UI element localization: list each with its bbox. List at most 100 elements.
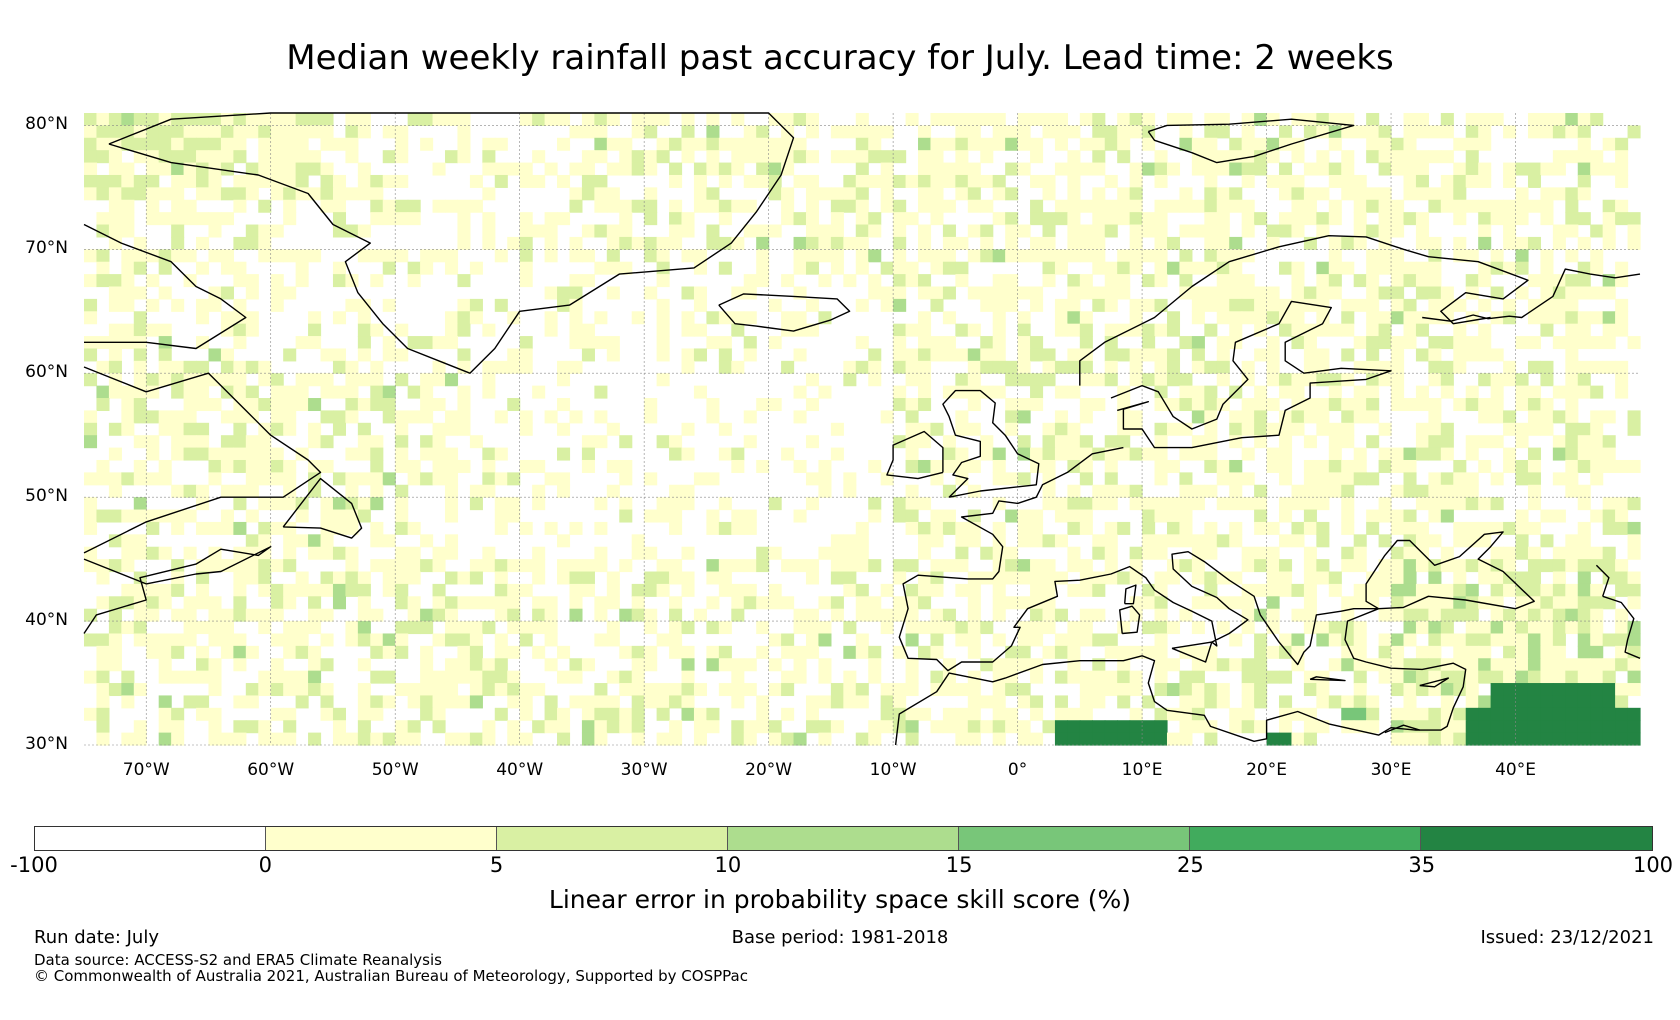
skill-cell <box>893 360 907 374</box>
skill-cell <box>1067 249 1081 263</box>
skill-cell <box>1415 212 1429 226</box>
skill-cell <box>84 435 98 449</box>
skill-cell <box>594 683 608 697</box>
skill-cell <box>1503 212 1517 226</box>
skill-cell <box>1540 212 1554 226</box>
skill-cell <box>967 199 981 213</box>
skill-cell <box>1092 484 1106 498</box>
skill-cell <box>1428 274 1442 288</box>
skill-cell <box>868 137 882 151</box>
coastline <box>1309 676 1346 682</box>
skill-cell <box>320 199 334 213</box>
skill-cell <box>930 534 944 548</box>
skill-cell <box>1590 385 1604 399</box>
skill-cell <box>1527 447 1542 461</box>
skill-cell <box>805 150 820 164</box>
skill-cell <box>1577 187 1591 201</box>
skill-cell <box>444 373 459 387</box>
skill-cell <box>183 373 197 387</box>
skill-cell <box>1552 633 1566 647</box>
skill-cell <box>1503 695 1517 709</box>
skill-cell <box>1577 546 1591 560</box>
skill-cell <box>258 125 272 139</box>
skill-cell <box>370 398 384 412</box>
skill-cell <box>407 546 421 560</box>
skill-cell <box>631 608 645 622</box>
skill-cell <box>1540 608 1554 622</box>
skill-cell <box>693 249 707 263</box>
skill-cell <box>494 521 508 535</box>
skill-cell <box>1191 695 1205 709</box>
skill-cell <box>158 583 172 597</box>
skill-cell <box>1303 212 1317 226</box>
skill-cell <box>1602 695 1616 709</box>
skill-cell <box>133 608 147 622</box>
skill-cell <box>942 720 956 734</box>
skill-cell <box>1403 125 1417 139</box>
skill-cell <box>1054 707 1068 721</box>
skill-cell <box>183 546 197 560</box>
skill-cell <box>918 521 932 535</box>
skill-cell <box>918 236 932 250</box>
coastline <box>83 366 322 554</box>
skill-cell <box>1515 212 1529 226</box>
skill-cell <box>1552 546 1566 560</box>
skill-cell <box>108 422 122 436</box>
skill-cell <box>1266 224 1280 238</box>
skill-cell <box>1142 645 1156 659</box>
skill-cell <box>855 212 869 226</box>
skill-cell <box>731 559 745 573</box>
skill-cell <box>357 435 371 449</box>
skill-cell <box>1527 336 1542 350</box>
skill-cell <box>1478 398 1492 412</box>
skill-cell <box>1577 583 1591 597</box>
skill-cell <box>1503 298 1517 312</box>
skill-cell <box>793 311 807 325</box>
skill-cell <box>1254 670 1268 684</box>
skill-cell <box>1142 695 1156 709</box>
skill-cell <box>731 732 745 746</box>
skill-cell <box>1179 521 1193 535</box>
skill-cell <box>444 447 459 461</box>
skill-cell <box>1577 150 1591 164</box>
skill-cell <box>1067 174 1081 188</box>
skill-cell <box>1279 633 1293 647</box>
skill-cell <box>507 683 521 697</box>
skill-cell <box>1490 410 1504 424</box>
skill-cell <box>606 707 620 721</box>
skill-cell <box>1503 459 1517 473</box>
skill-cell <box>1465 174 1479 188</box>
skill-cell <box>121 174 135 188</box>
skill-cell <box>1067 286 1081 300</box>
skill-cell <box>1092 298 1106 312</box>
skill-cell <box>743 683 757 697</box>
skill-cell <box>1602 509 1616 523</box>
skill-cell <box>357 336 371 350</box>
skill-cell <box>245 484 259 498</box>
skill-cell <box>644 199 658 213</box>
skill-cell <box>1328 286 1342 300</box>
skill-cell <box>1303 435 1317 449</box>
skill-cell <box>1577 435 1591 449</box>
skill-cell <box>532 596 546 610</box>
skill-cell <box>706 113 720 126</box>
skill-cell <box>133 410 147 424</box>
skill-cell <box>108 621 122 635</box>
skill-cell <box>532 497 546 511</box>
skill-cell <box>469 670 483 684</box>
skill-cell <box>768 336 782 350</box>
skill-cell <box>743 137 757 151</box>
skill-cell <box>507 236 521 250</box>
skill-cell <box>233 261 247 275</box>
skill-cell <box>1204 261 1218 275</box>
skill-cell <box>108 608 122 622</box>
skill-cell <box>1179 224 1193 238</box>
skill-cell <box>1030 732 1044 746</box>
skill-cell <box>930 137 944 151</box>
skill-cell <box>619 509 633 523</box>
skill-cell <box>805 695 820 709</box>
skill-cell <box>345 583 359 597</box>
skill-cell <box>196 645 210 659</box>
skill-cell <box>1577 125 1591 139</box>
skill-cell <box>992 187 1006 201</box>
